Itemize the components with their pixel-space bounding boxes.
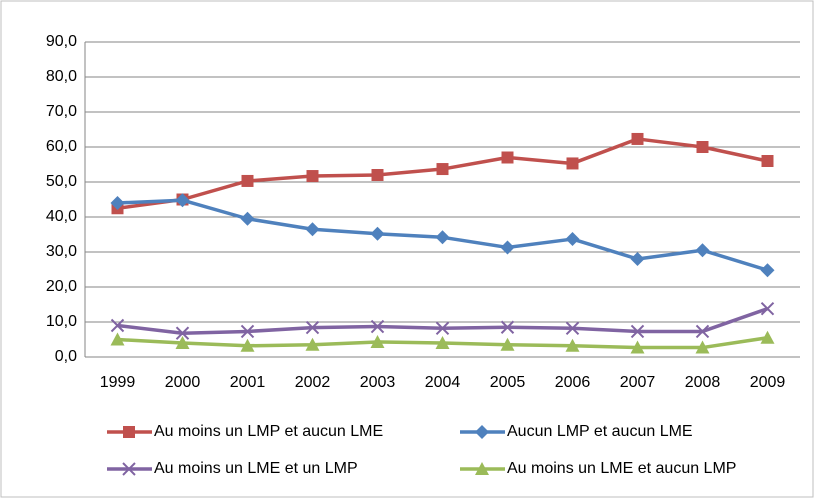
marker: [110, 318, 125, 333]
marker: [500, 337, 515, 351]
marker: [306, 170, 319, 183]
marker: [435, 336, 450, 349]
y-tick-label: 50,0: [46, 173, 77, 190]
marker: [696, 141, 709, 153]
x-tick-label: 2008: [685, 374, 721, 391]
marker: [240, 324, 255, 339]
marker: [241, 174, 254, 187]
y-tick-label: 80,0: [46, 68, 77, 85]
marker: [175, 326, 190, 340]
marker: [305, 320, 320, 335]
marker: [630, 340, 645, 354]
marker: [565, 338, 580, 352]
x-tick-label: 2001: [230, 374, 266, 391]
y-tick-label: 40,0: [46, 208, 77, 225]
marker: [760, 301, 775, 316]
y-tick-label: 70,0: [46, 103, 77, 120]
marker: [695, 243, 710, 258]
marker: [370, 319, 385, 334]
marker: [370, 226, 385, 241]
marker: [305, 337, 320, 351]
marker: [565, 232, 580, 247]
marker: [500, 320, 515, 334]
marker: [631, 132, 644, 145]
marker: [436, 163, 449, 176]
marker: [435, 321, 450, 336]
x-tick-label: 2005: [490, 374, 526, 391]
marker: [240, 338, 255, 352]
x-tick-label: 2003: [360, 374, 396, 391]
y-tick-label: 30,0: [46, 243, 77, 260]
marker: [305, 222, 320, 237]
marker: [435, 230, 450, 245]
marker: [695, 340, 710, 354]
marker: [500, 240, 515, 255]
marker: [566, 157, 579, 170]
y-tick-label: 60,0: [46, 138, 77, 155]
marker: [110, 332, 125, 346]
marker: [475, 462, 489, 475]
y-tick-label: 20,0: [46, 278, 77, 295]
legend-label: Au moins un LME et aucun LMP: [507, 460, 736, 477]
marker: [370, 334, 385, 348]
y-tick-label: 0,0: [55, 348, 77, 365]
x-tick-label: 1999: [100, 374, 136, 391]
marker: [695, 324, 710, 339]
marker: [501, 151, 514, 164]
x-tick-label: 2009: [750, 374, 786, 391]
y-tick-label: 90,0: [46, 33, 77, 50]
marker: [175, 193, 190, 208]
marker: [371, 169, 384, 181]
marker: [630, 252, 645, 266]
marker: [240, 211, 255, 226]
marker: [110, 196, 125, 210]
x-tick-label: 2000: [165, 374, 201, 391]
x-tick-label: 2002: [295, 374, 331, 391]
marker: [630, 324, 645, 339]
legend-label: Au moins un LMP et aucun LME: [154, 423, 383, 440]
marker: [175, 336, 190, 349]
legend-label: Au moins un LME et un LMP: [154, 460, 358, 477]
marker: [761, 155, 774, 167]
legend-label: Aucun LMP et aucun LME: [507, 423, 693, 440]
marker: [475, 425, 489, 439]
marker: [760, 263, 775, 278]
marker: [760, 330, 775, 344]
marker: [123, 426, 135, 438]
marker: [565, 321, 580, 336]
marker: [122, 462, 136, 476]
x-tick-label: 2006: [555, 374, 591, 391]
x-tick-label: 2004: [425, 374, 461, 391]
y-tick-label: 10,0: [46, 313, 77, 330]
x-tick-label: 2007: [620, 374, 656, 391]
